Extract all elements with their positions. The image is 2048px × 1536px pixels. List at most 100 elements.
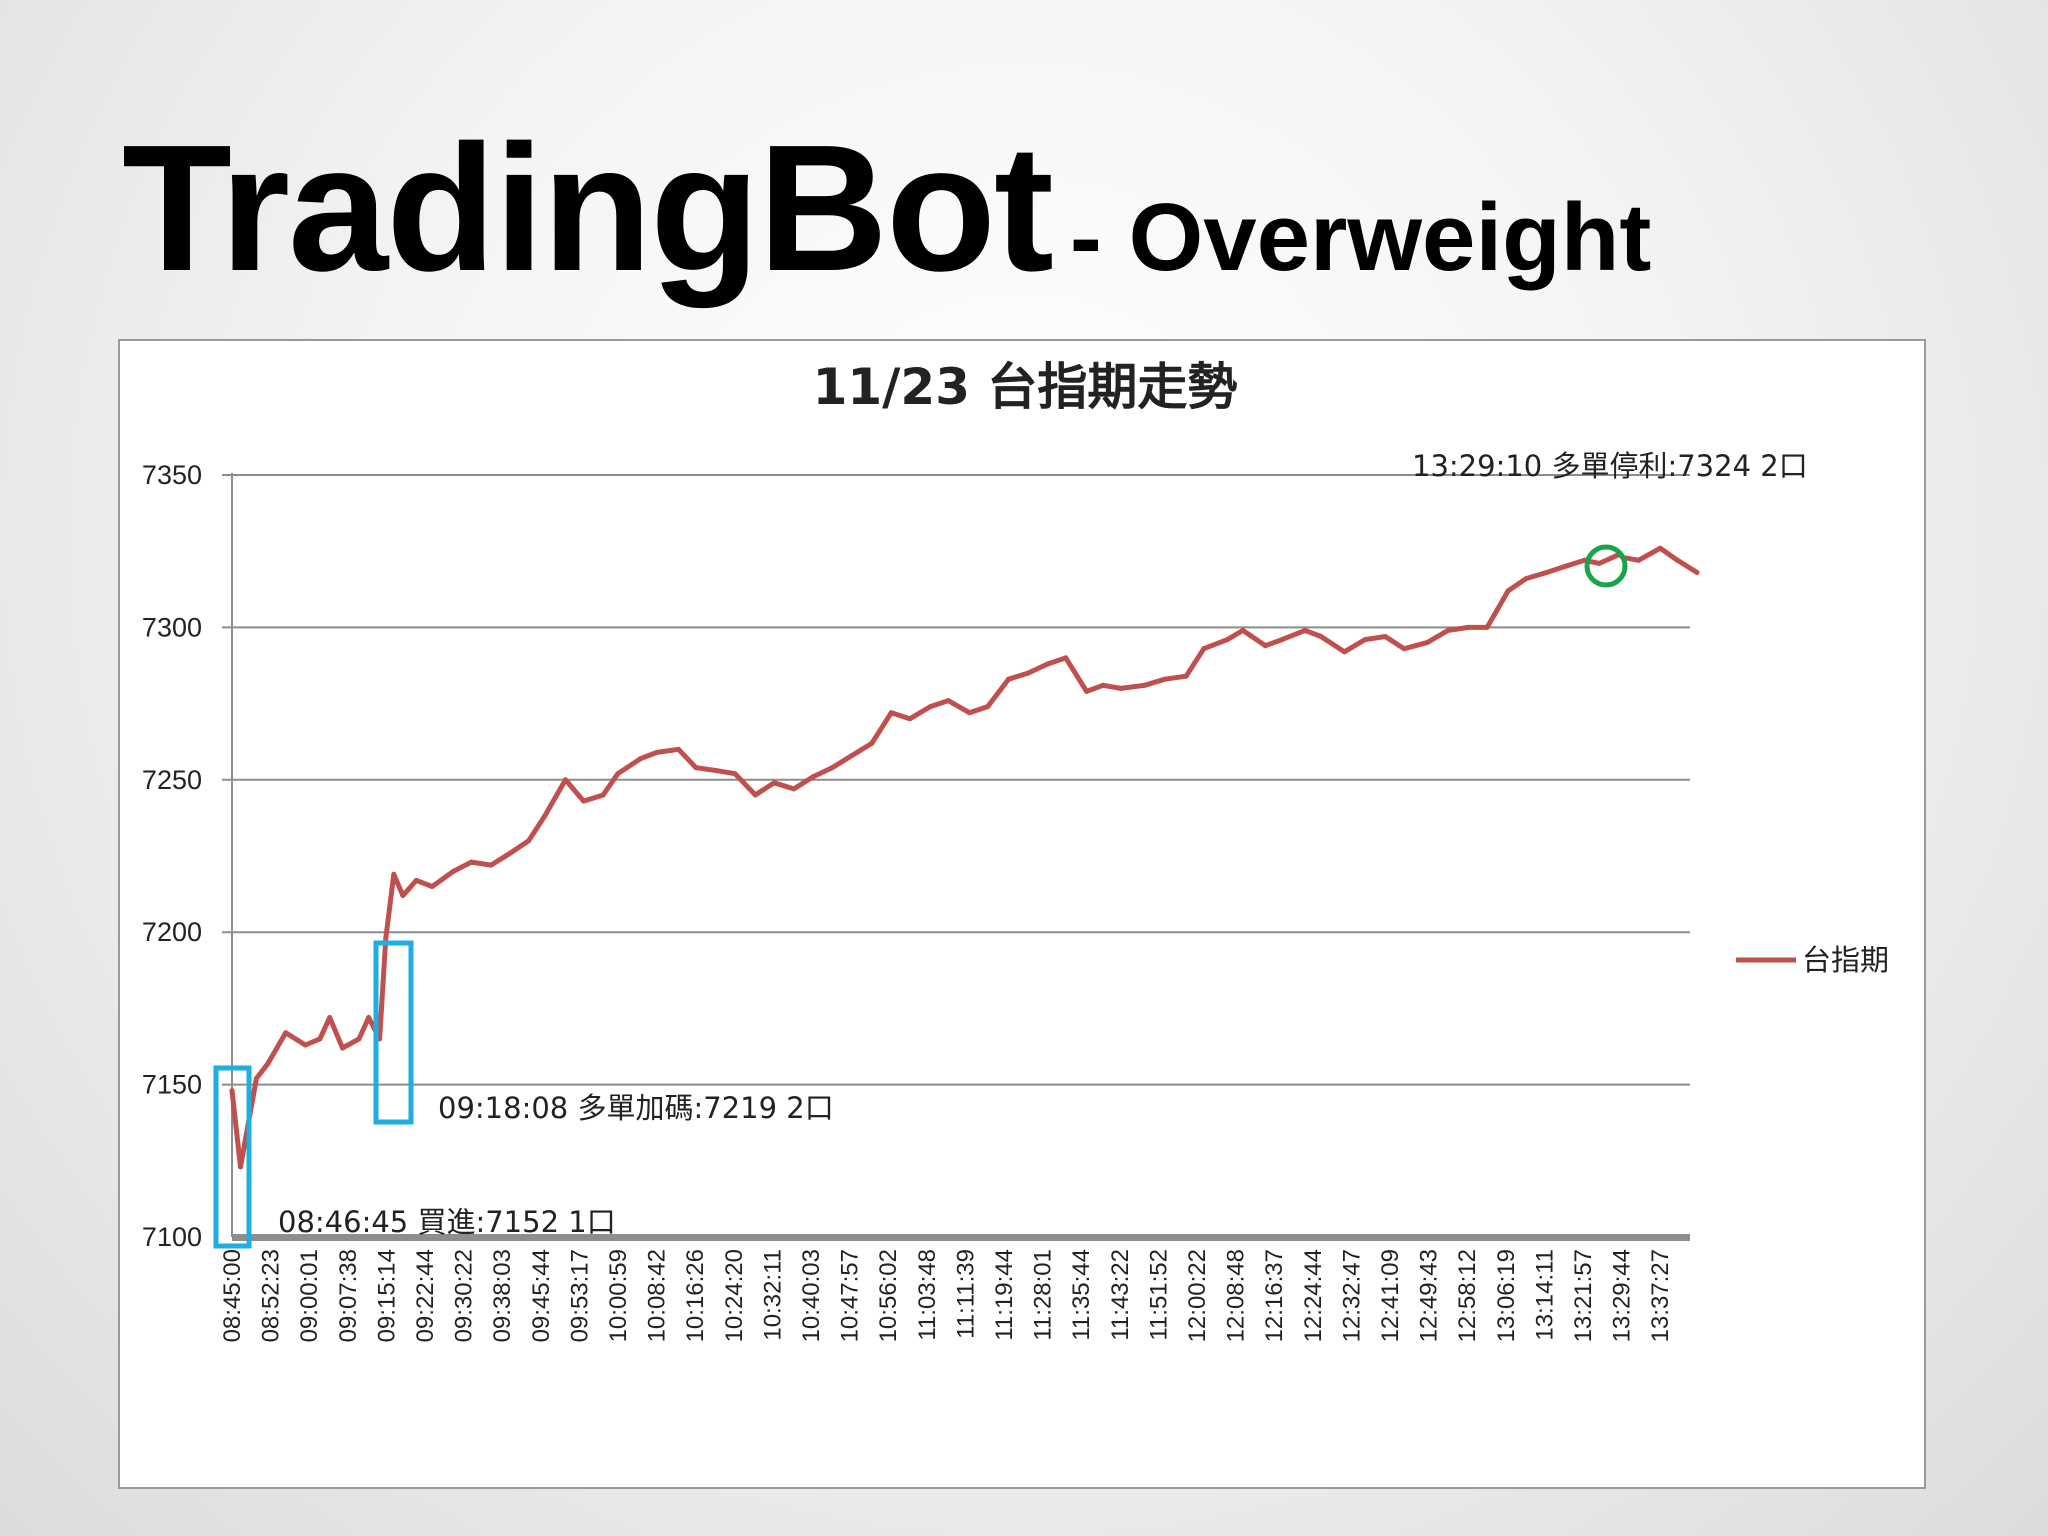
data-point (676, 746, 681, 752)
x-tick-label: 11:28:01 (1030, 1249, 1057, 1341)
data-point (253, 1076, 259, 1081)
x-tick-label: 12:16:37 (1261, 1249, 1288, 1342)
data-point (340, 1045, 345, 1051)
data-point (488, 862, 494, 868)
data-point (714, 768, 720, 774)
y-axis-ticks: 7100 7150 7200 7250 7300 7350 (142, 460, 202, 1252)
y-tick-label: 7200 (142, 917, 202, 947)
data-point (507, 850, 513, 856)
data-point (451, 868, 457, 874)
x-tick-label: 12:00:22 (1184, 1249, 1211, 1342)
data-point (732, 771, 738, 777)
take-profit-marker-circle (1584, 544, 1628, 588)
x-tick-label: 10:08:42 (644, 1249, 671, 1342)
data-point (1484, 624, 1490, 630)
data-point (1466, 624, 1471, 630)
data-point (1505, 588, 1511, 594)
x-tick-label: 11:03:48 (914, 1249, 941, 1341)
annotation-buy: 08:46:45 買進:7152 1口 (278, 1205, 616, 1239)
x-tick-label: 13:14:11 (1531, 1249, 1558, 1341)
data-point (1636, 557, 1641, 563)
x-tick-label: 10:24:20 (721, 1249, 748, 1342)
x-tick-label: 11:19:44 (991, 1249, 1018, 1341)
data-point (1025, 670, 1031, 676)
data-point (1045, 661, 1051, 667)
data-point (1084, 688, 1090, 694)
x-tick-label: 11:43:22 (1107, 1249, 1134, 1341)
data-point (771, 780, 777, 786)
title-subtitle: - Overweight (1069, 184, 1652, 291)
x-tick-label: 09:22:44 (412, 1249, 439, 1342)
data-point (1262, 643, 1268, 649)
data-point (563, 777, 568, 783)
data-point (1401, 646, 1407, 652)
data-point (810, 774, 816, 780)
series-layer (229, 545, 1700, 1170)
data-point (1201, 646, 1207, 652)
data-point (1240, 627, 1246, 633)
data-point (945, 698, 951, 704)
data-point (1318, 634, 1324, 639)
data-point (383, 935, 389, 941)
data-point (600, 792, 606, 798)
data-point (327, 1015, 333, 1020)
data-point (391, 871, 397, 877)
annotation-add-position: 09:18:08 多單加碼:7219 2口 (438, 1091, 834, 1125)
data-point (1006, 676, 1011, 682)
data-point (1162, 676, 1168, 682)
data-point (1302, 627, 1308, 633)
x-tick-label: 13:21:57 (1570, 1249, 1597, 1342)
data-point (1544, 570, 1550, 575)
data-point (429, 884, 435, 889)
data-point (413, 877, 419, 883)
annotation-take-profit: 13:29:10 多單停利:7324 2口 (1412, 449, 1808, 483)
data-point (581, 798, 587, 804)
x-tick-label: 11:35:44 (1068, 1249, 1095, 1341)
x-axis-ticks: 08:45:00 08:52:23 09:00:01 09:07:38 09:15:14… (219, 1249, 1674, 1342)
x-tick-label: 10:40:03 (798, 1249, 825, 1342)
data-point (829, 765, 835, 771)
x-tick-label: 09:30:22 (451, 1249, 478, 1342)
data-point (888, 710, 894, 716)
x-tick-label: 11:51:52 (1145, 1249, 1172, 1341)
data-point (229, 1088, 235, 1094)
x-tick-label: 09:15:14 (373, 1249, 400, 1342)
data-point (302, 1042, 308, 1048)
x-tick-label: 10:00:59 (605, 1249, 632, 1342)
data-point (1118, 685, 1124, 691)
x-tick-label: 09:07:38 (335, 1249, 362, 1342)
data-point (615, 771, 621, 777)
y-tick-label: 7100 (142, 1222, 202, 1252)
data-point (542, 813, 547, 819)
y-tick-label: 7250 (142, 765, 202, 795)
data-point (654, 749, 660, 755)
y-tick-label: 7350 (142, 460, 202, 490)
data-point (638, 756, 644, 761)
x-tick-label: 08:52:23 (258, 1249, 285, 1342)
data-point (238, 1164, 243, 1170)
x-tick-label: 13:29:44 (1609, 1249, 1636, 1342)
data-point (1142, 682, 1148, 688)
x-tick-label: 13:06:19 (1493, 1249, 1520, 1342)
trade-markers: 08:46:45 買進:7152 1口 09:18:08 多單加碼:7219 2… (213, 449, 1808, 1249)
series-line (229, 545, 1700, 1170)
x-tick-label: 10:56:02 (875, 1249, 902, 1342)
slide-title: TradingBot - Overweight (122, 105, 1651, 312)
x-tick-label: 09:53:17 (566, 1249, 593, 1342)
data-point (283, 1030, 289, 1036)
x-tick-label: 09:00:01 (296, 1249, 323, 1342)
line-chart: 11/23 台指期走勢 7100 7150 7200 7250 7300 7350 08:… (142, 358, 1889, 1342)
data-point (966, 710, 972, 716)
data-point (1341, 649, 1347, 655)
add-position-marker-box (373, 940, 414, 1125)
grid-lines (222, 473, 1690, 1241)
x-tick-label: 12:32:47 (1338, 1249, 1365, 1342)
data-point (1362, 637, 1368, 643)
x-tick-label: 10:32:11 (759, 1249, 786, 1341)
data-point (468, 859, 474, 865)
buy-marker-box (213, 1065, 252, 1249)
y-tick-label: 7300 (142, 612, 202, 642)
data-point (1100, 682, 1106, 688)
x-tick-label: 12:41:09 (1377, 1249, 1404, 1342)
x-tick-label: 11:11:39 (952, 1249, 979, 1339)
